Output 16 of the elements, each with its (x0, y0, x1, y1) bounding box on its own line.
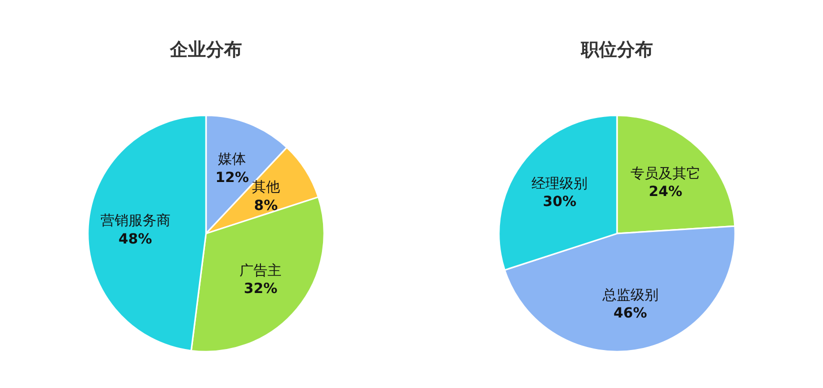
slice-label: 广告主 (240, 262, 282, 279)
data-label: 24% (648, 184, 682, 200)
chart-title: 职位分布 (580, 40, 653, 61)
slice-label: 经理级别 (532, 176, 588, 192)
data-label: 30% (542, 194, 576, 210)
slice-label: 媒体 (218, 152, 246, 168)
slice-label: 营销服务商 (100, 213, 170, 230)
slice-label: 总监级别 (601, 287, 658, 304)
data-label: 48% (118, 231, 152, 248)
data-label: 8% (254, 198, 278, 214)
slice-label: 其他 (252, 180, 280, 196)
chart-title: 企业分布 (169, 40, 242, 61)
data-label: 32% (244, 281, 278, 298)
data-label: 46% (614, 306, 648, 322)
data-label: 12% (215, 170, 249, 186)
slice-label: 专员及其它 (630, 166, 701, 182)
